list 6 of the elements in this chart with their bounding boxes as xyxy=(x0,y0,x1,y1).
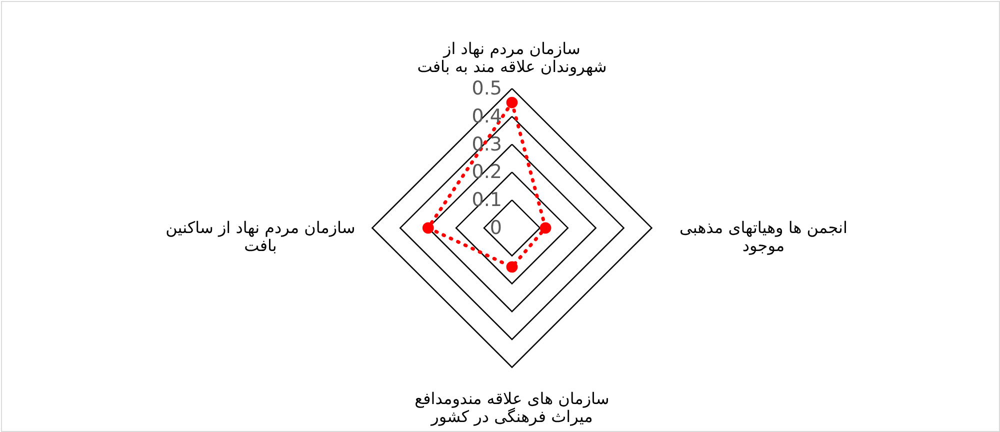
spoke-label: سازمان های علاقه مندومدافع میراث فرهنگی در کشور xyxy=(414,389,610,426)
spoke-label: سازمان مردم نهاد از ساکنین بافت xyxy=(166,218,356,255)
spoke-label: انجمن ها وهیاتهای مذهبی موجود xyxy=(680,218,848,255)
y-tick-label: 0 xyxy=(490,216,502,239)
spoke-label: سازمان مردم نهاد از شهروندان علاقه مند به بافت xyxy=(417,38,607,76)
y-tick-label: 0.5 xyxy=(472,78,502,100)
